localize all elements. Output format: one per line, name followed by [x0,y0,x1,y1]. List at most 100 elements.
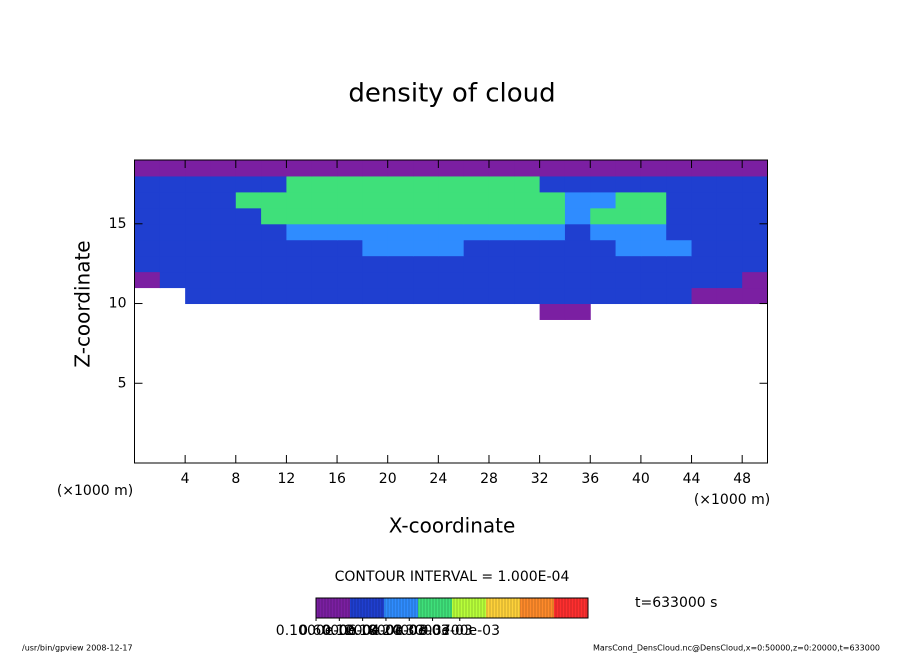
field-cell [742,223,768,241]
field-cell [463,271,490,289]
field-cell [716,191,743,209]
field-cell [640,239,667,257]
field-cell [463,207,490,225]
field-cell [311,287,338,305]
field-cell [159,160,186,177]
y-axis-label: Z-coordinate [71,240,95,367]
field-cell [438,271,465,289]
field-cell [716,239,743,257]
field-cell [387,207,414,225]
field-cell [261,287,287,305]
field-cell [387,191,414,209]
field-cell [463,160,490,177]
field-cell [716,223,743,241]
x-tick-label: 40 [632,471,650,487]
field-cell [387,223,414,241]
field-cell [413,175,439,193]
field-cell [716,287,743,305]
field-cell [615,223,642,241]
field-cell [337,191,363,209]
colorbar-segment [316,598,351,618]
field-cell [539,303,566,320]
field-cell [337,287,363,305]
field-cell [337,271,363,289]
field-cell [185,207,211,225]
field-cell [210,271,237,289]
field-cell [463,287,490,305]
footer-right: MarsCond_DensCloud.nc@DensCloud,x=0:5000… [593,644,880,653]
field-cell [514,239,541,257]
field-cell [362,160,389,177]
field-cell [337,255,363,273]
field-cell [311,239,338,257]
field-cell [691,207,718,225]
field-cell [590,175,617,193]
field-cell [362,255,389,273]
field-cell [691,223,718,241]
field-cell [539,271,566,289]
field-cell [362,207,389,225]
field-cell [413,207,439,225]
field-cell [311,207,338,225]
colorbar-segment [418,598,453,618]
field-cell [235,255,262,273]
field-cell [286,223,313,241]
field-cell [640,191,667,209]
field-cell [564,175,591,193]
colorbar-tick-label: 0.6000e-04 [299,623,380,639]
field-cell [362,191,389,209]
field-cell [716,207,743,225]
field-cell [438,255,465,273]
colorbar-tick-label: 0.1000e-06 [276,623,357,639]
field-cell [539,255,566,273]
field-cell [514,255,541,273]
field-cell [514,160,541,177]
field-cell [438,207,465,225]
colorbar-frame [315,597,589,619]
field-cell [539,160,566,177]
y-tick-label: 5 [118,375,127,391]
field-cell [640,175,667,193]
field-cell [666,223,693,241]
field-cell [640,287,667,305]
field-cell [640,271,667,289]
field-cell [210,207,237,225]
x-tick-label: 4 [181,471,190,487]
colorbar-segment [452,598,487,618]
field-cell [413,223,439,241]
y-tick-label: 15 [109,216,127,232]
field-cell [185,191,211,209]
field-cell [666,207,693,225]
field-cell [387,255,414,273]
field-cell [564,160,591,177]
field-cell [159,239,186,257]
field-cell [185,160,211,177]
field-cell [640,223,667,241]
field-cell [691,160,718,177]
field-cell [615,239,642,257]
field-cell [438,175,465,193]
field-cell [488,160,515,177]
field-cell [564,303,591,320]
colorbar-tick-label: 0.3700e-03 [420,623,500,639]
field-cell [235,191,262,209]
field-cell [488,175,515,193]
field-cell [488,255,515,273]
field-cell [564,207,591,225]
field-cell [286,207,313,225]
field-cell [514,287,541,305]
field-cell [159,191,186,209]
field-cell [615,271,642,289]
field-cell [210,239,237,257]
x-tick-label: 48 [733,471,751,487]
field-cell [210,160,237,177]
field-cell [615,255,642,273]
field-cell [261,223,287,241]
field-cell [159,223,186,241]
field-cell [261,271,287,289]
field-cell [640,207,667,225]
field-cell [413,239,439,257]
x-tick-label: 44 [683,471,701,487]
field-cell [210,191,237,209]
